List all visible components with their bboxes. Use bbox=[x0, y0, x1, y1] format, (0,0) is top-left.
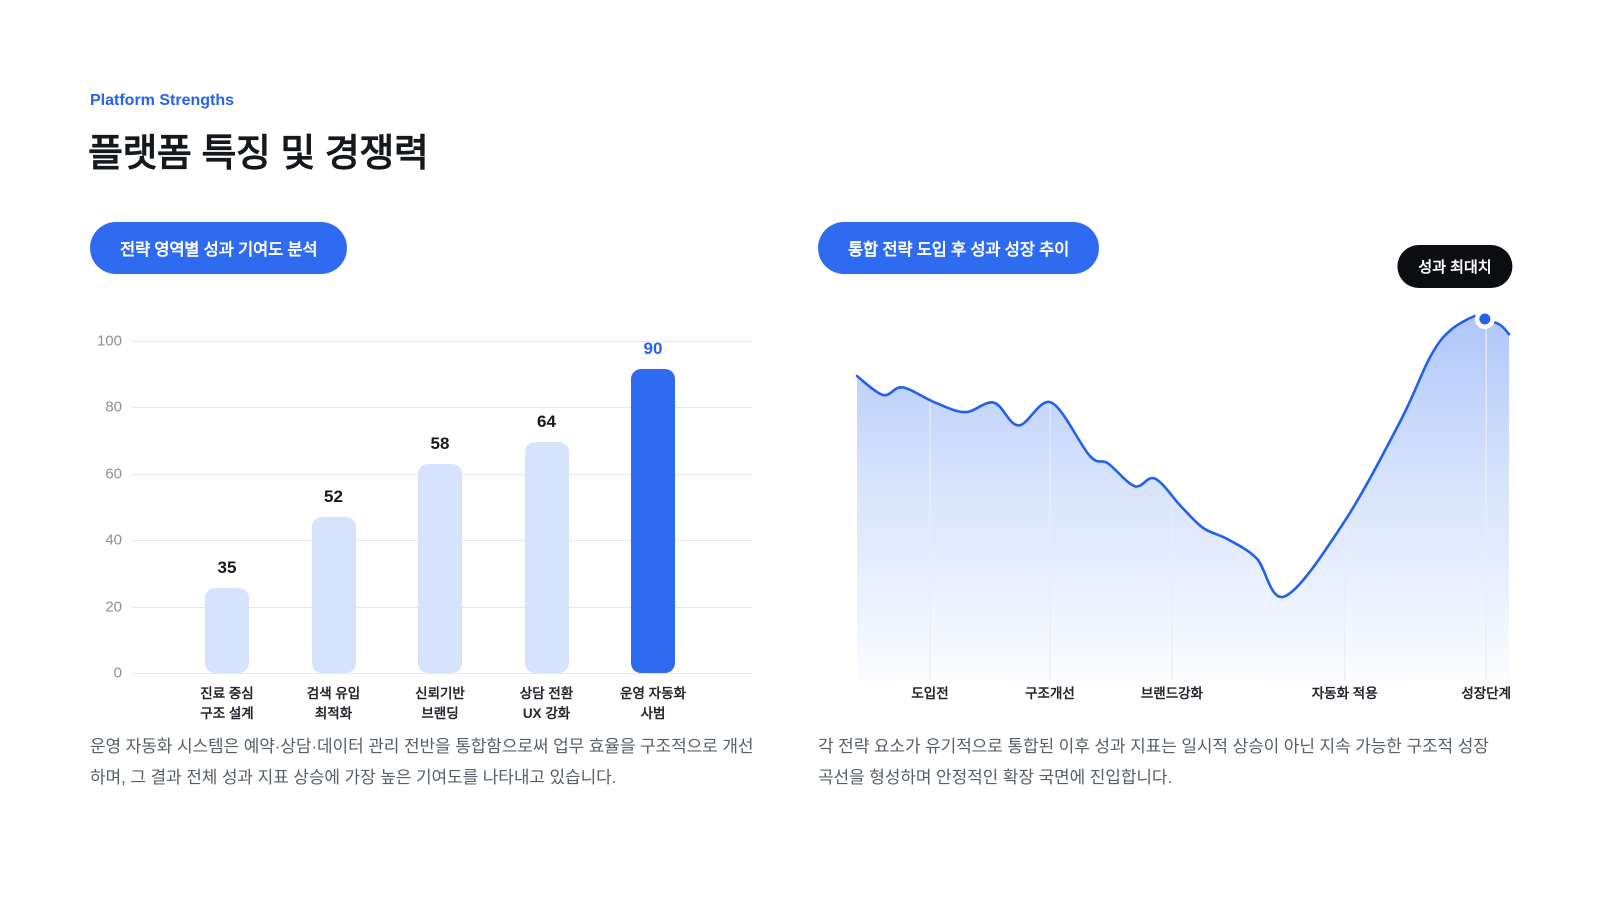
bar-ytick-20: 20 bbox=[105, 598, 122, 616]
area-xlabel-2: 브랜드강화 bbox=[1140, 686, 1203, 701]
bar-value-label-2: 58 bbox=[430, 433, 450, 453]
bar-ytick-100: 100 bbox=[96, 332, 122, 350]
bar-value-label-0: 35 bbox=[217, 558, 237, 578]
peak-annotation-badge: 성과 최대치 bbox=[1397, 245, 1513, 288]
bar-value-label-1: 52 bbox=[324, 486, 343, 506]
area-xlabel-4: 성장단계 bbox=[1461, 686, 1512, 701]
bar-category-label-3: 상담 전환 UX 강화 bbox=[519, 686, 574, 722]
bar-ytick-0: 0 bbox=[113, 664, 122, 682]
page-title: 플랫폼 특징 및 경쟁력 bbox=[88, 133, 429, 175]
area-xlabel-3: 자동화 적용 bbox=[1311, 686, 1378, 701]
right-chart-description: 각 전략 요소가 유기적으로 통합된 이후 성과 지표는 일시적 상승이 아닌 … bbox=[818, 737, 1489, 787]
bar-2 bbox=[418, 463, 462, 673]
bar-chart-plot: 0 20 40 60 80 100 35 진료 중심 구조 설계 52 검색 유입 최적화 58 신뢰기반… bbox=[97, 333, 752, 721]
left-chart-description: 운영 자동화 시스템은 예약·상담·데이터 관리 전반을 통합함으로써 업무 효… bbox=[90, 737, 754, 787]
bar-category-label-0: 진료 중심 구조 설계 bbox=[200, 686, 254, 722]
bar-gridline-0 bbox=[132, 673, 752, 674]
bar-category-label-2: 신뢰기반 브랜딩 bbox=[415, 686, 465, 722]
area-xlabel-1: 구조개선 bbox=[1025, 686, 1075, 701]
area-chart-svg bbox=[855, 309, 1511, 680]
growth-area-chart: 도입전 구조개선 브랜드강화 자동화 적용 성장단계 bbox=[840, 300, 1520, 705]
growth-line bbox=[855, 313, 1511, 599]
bar-ytick-60: 60 bbox=[105, 465, 122, 483]
right-chart-title-pill: 통합 전략 도입 후 성과 성장 추이 bbox=[818, 222, 1100, 274]
peak-marker-dot bbox=[1479, 313, 1491, 325]
bar-gridline-80 bbox=[132, 407, 752, 409]
bar-ytick-80: 80 bbox=[105, 398, 122, 416]
section-eyebrow: Platform Strengths bbox=[90, 92, 235, 109]
bar-4-highlighted bbox=[631, 369, 675, 673]
bar-ytick-40: 40 bbox=[105, 531, 122, 549]
contribution-bar-chart: 0 20 40 60 80 100 35 진료 중심 구조 설계 52 검색 유입 최적화 58 신뢰기반… bbox=[90, 322, 752, 721]
area-xlabel-0: 도입전 bbox=[911, 686, 949, 701]
bar-value-label-4: 90 bbox=[643, 339, 663, 359]
area-fill bbox=[857, 314, 1509, 680]
bar-gridline-100 bbox=[132, 341, 752, 342]
bar-3 bbox=[524, 442, 569, 673]
bar-category-label-1: 검색 유입 최적화 bbox=[306, 686, 361, 722]
bar-category-label-4: 운영 자동화 사범 bbox=[620, 686, 686, 722]
left-chart-title-pill: 전략 영역별 성과 기여도 분석 bbox=[90, 222, 348, 274]
bar-0 bbox=[205, 588, 249, 673]
bar-1 bbox=[311, 517, 356, 673]
bar-value-label-3: 64 bbox=[537, 412, 556, 432]
